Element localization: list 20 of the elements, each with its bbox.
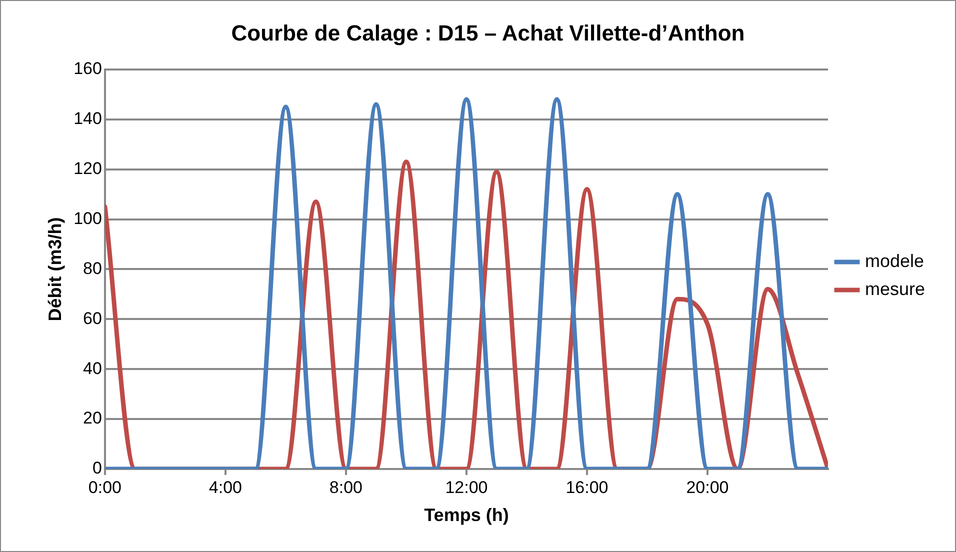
y-axis-title: Débit (m3/h): [44, 217, 65, 322]
y-tick-label: 120: [74, 158, 102, 178]
x-tick-label: 4:00: [208, 478, 242, 497]
y-tick-label: 100: [74, 208, 102, 228]
y-tick-label: 0: [92, 458, 102, 478]
x-tick-label: 20:00: [686, 478, 729, 497]
y-tick-label: 60: [83, 308, 102, 328]
legend-label: mesure: [864, 278, 926, 299]
x-tick-label: 8:00: [329, 478, 363, 497]
y-tick-label: 160: [74, 59, 102, 78]
x-tick-label: 0:00: [88, 478, 122, 497]
legend-label: modele: [864, 250, 924, 271]
y-tick-label: 40: [83, 358, 102, 378]
x-tick-label: 12:00: [445, 478, 488, 497]
y-tick-label: 80: [83, 258, 102, 278]
x-axis-title: Temps (h): [424, 505, 509, 526]
x-tick-label: 16:00: [566, 478, 608, 497]
y-tick-label: 140: [74, 109, 102, 128]
y-tick-label: 20: [83, 408, 102, 428]
chart-title: Courbe de Calage : D15 – Achat Villette-d’Anthon: [231, 20, 745, 46]
